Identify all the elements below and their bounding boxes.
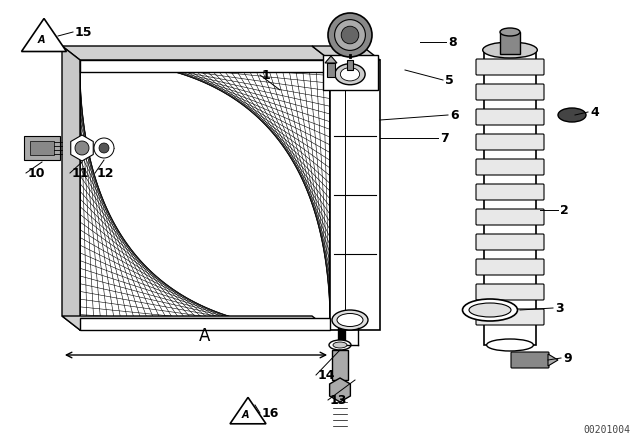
Ellipse shape (337, 314, 363, 327)
Text: 2: 2 (560, 203, 569, 216)
Text: 11: 11 (72, 167, 90, 180)
Polygon shape (71, 135, 93, 161)
Circle shape (75, 141, 89, 155)
Polygon shape (62, 46, 80, 330)
FancyBboxPatch shape (476, 309, 544, 325)
Ellipse shape (332, 310, 368, 330)
Text: 8: 8 (448, 35, 456, 48)
Bar (323, 55, 378, 90)
FancyBboxPatch shape (476, 159, 544, 175)
Text: 4: 4 (590, 105, 599, 119)
Polygon shape (22, 18, 67, 52)
Text: 1: 1 (262, 69, 271, 82)
Polygon shape (62, 316, 330, 330)
FancyBboxPatch shape (476, 234, 544, 250)
FancyBboxPatch shape (476, 59, 544, 75)
Ellipse shape (329, 340, 351, 350)
Bar (500, 32, 520, 54)
Text: 3: 3 (555, 302, 564, 314)
Polygon shape (325, 56, 337, 63)
Text: 12: 12 (97, 167, 115, 180)
FancyBboxPatch shape (476, 184, 544, 200)
FancyBboxPatch shape (511, 352, 549, 368)
Polygon shape (548, 354, 558, 366)
Bar (30, 141, 54, 155)
Text: 9: 9 (563, 352, 572, 365)
Ellipse shape (463, 299, 518, 321)
Text: 15: 15 (75, 26, 93, 39)
Circle shape (99, 143, 109, 153)
FancyBboxPatch shape (476, 259, 544, 275)
FancyBboxPatch shape (476, 209, 544, 225)
FancyBboxPatch shape (476, 134, 544, 150)
Ellipse shape (483, 42, 538, 58)
FancyBboxPatch shape (476, 84, 544, 100)
Text: 10: 10 (28, 167, 45, 180)
Polygon shape (312, 46, 380, 60)
Text: 6: 6 (450, 108, 459, 121)
Ellipse shape (558, 108, 586, 122)
Circle shape (328, 13, 372, 57)
Text: 16: 16 (262, 406, 280, 419)
FancyBboxPatch shape (476, 284, 544, 300)
Bar (80, 318, 330, 330)
Text: A: A (199, 327, 211, 345)
Ellipse shape (340, 68, 360, 81)
Bar (327, 63, 335, 77)
FancyBboxPatch shape (476, 109, 544, 125)
Text: 14: 14 (318, 369, 335, 382)
Text: 13: 13 (330, 393, 348, 406)
Ellipse shape (500, 28, 520, 36)
Circle shape (335, 20, 365, 51)
Text: A: A (37, 35, 45, 45)
Bar (484, 50, 536, 345)
Text: 00201004: 00201004 (583, 425, 630, 435)
Polygon shape (330, 378, 350, 402)
Circle shape (341, 26, 359, 44)
Circle shape (94, 138, 114, 158)
Text: 7: 7 (440, 132, 449, 145)
Ellipse shape (333, 342, 347, 348)
Ellipse shape (335, 64, 365, 85)
Bar (330, 60, 380, 330)
Polygon shape (230, 397, 266, 424)
Ellipse shape (469, 303, 511, 317)
Bar (332, 350, 348, 380)
Text: A: A (241, 410, 249, 420)
Bar (24, 136, 60, 160)
Ellipse shape (486, 339, 533, 351)
Polygon shape (62, 46, 330, 60)
Text: 5: 5 (445, 73, 454, 86)
Bar (347, 60, 353, 70)
Bar (80, 60, 330, 330)
Bar (80, 60, 330, 72)
